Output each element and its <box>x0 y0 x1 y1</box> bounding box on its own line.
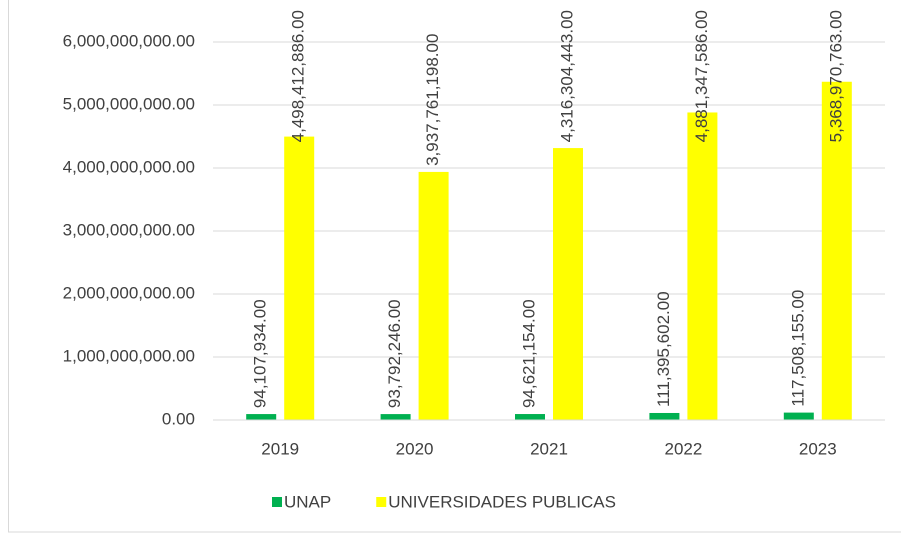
bar <box>246 414 277 420</box>
data-label: 4,498,412,886.00 <box>289 10 308 142</box>
data-label: 3,937,761,198.00 <box>423 34 442 166</box>
y-tick-label: 1,000,000,000.00 <box>63 346 195 365</box>
bar <box>553 148 583 420</box>
bar <box>418 171 449 420</box>
bar <box>821 81 852 420</box>
bar <box>515 414 545 420</box>
legend-swatch <box>272 497 282 507</box>
data-label: 94,621,154.00 <box>519 299 538 408</box>
x-tick-label: 2021 <box>530 439 568 458</box>
data-label: 5,368,970,763.00 <box>826 10 845 142</box>
legend-label: UNIVERSIDADES PUBLICAS <box>388 492 616 511</box>
legend-swatch <box>376 497 387 507</box>
y-tick-label: 0.00 <box>162 409 195 428</box>
data-label: 117,508,155.00 <box>788 290 807 407</box>
y-tick-label: 3,000,000,000.00 <box>63 220 195 239</box>
y-tick-label: 2,000,000,000.00 <box>63 283 195 302</box>
bar <box>380 414 411 420</box>
chart-border <box>8 0 901 533</box>
x-tick-label: 2020 <box>396 439 434 458</box>
y-tick-label: 6,000,000,000.00 <box>63 31 195 50</box>
data-label: 93,792,246.00 <box>385 299 404 408</box>
x-tick-label: 2022 <box>664 439 702 458</box>
bar <box>783 412 814 420</box>
y-tick-label: 5,000,000,000.00 <box>63 94 195 113</box>
data-label: 94,107,934.00 <box>251 299 270 408</box>
data-label: 4,881,347,586.00 <box>692 10 711 142</box>
data-label: 4,316,304,443.00 <box>557 10 576 142</box>
bar <box>649 412 680 420</box>
x-tick-label: 2019 <box>261 439 299 458</box>
bar <box>284 136 315 421</box>
data-label: 111,395,602.00 <box>654 291 673 407</box>
legend-label: UNAP <box>284 492 331 511</box>
y-tick-label: 4,000,000,000.00 <box>63 157 195 176</box>
x-tick-label: 2023 <box>799 439 837 458</box>
bar <box>687 112 718 421</box>
